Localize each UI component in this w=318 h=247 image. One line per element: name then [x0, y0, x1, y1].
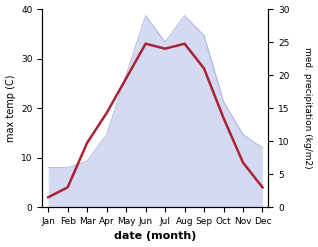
X-axis label: date (month): date (month) [114, 231, 197, 242]
Y-axis label: max temp (C): max temp (C) [5, 74, 16, 142]
Y-axis label: med. precipitation (kg/m2): med. precipitation (kg/m2) [303, 47, 313, 169]
